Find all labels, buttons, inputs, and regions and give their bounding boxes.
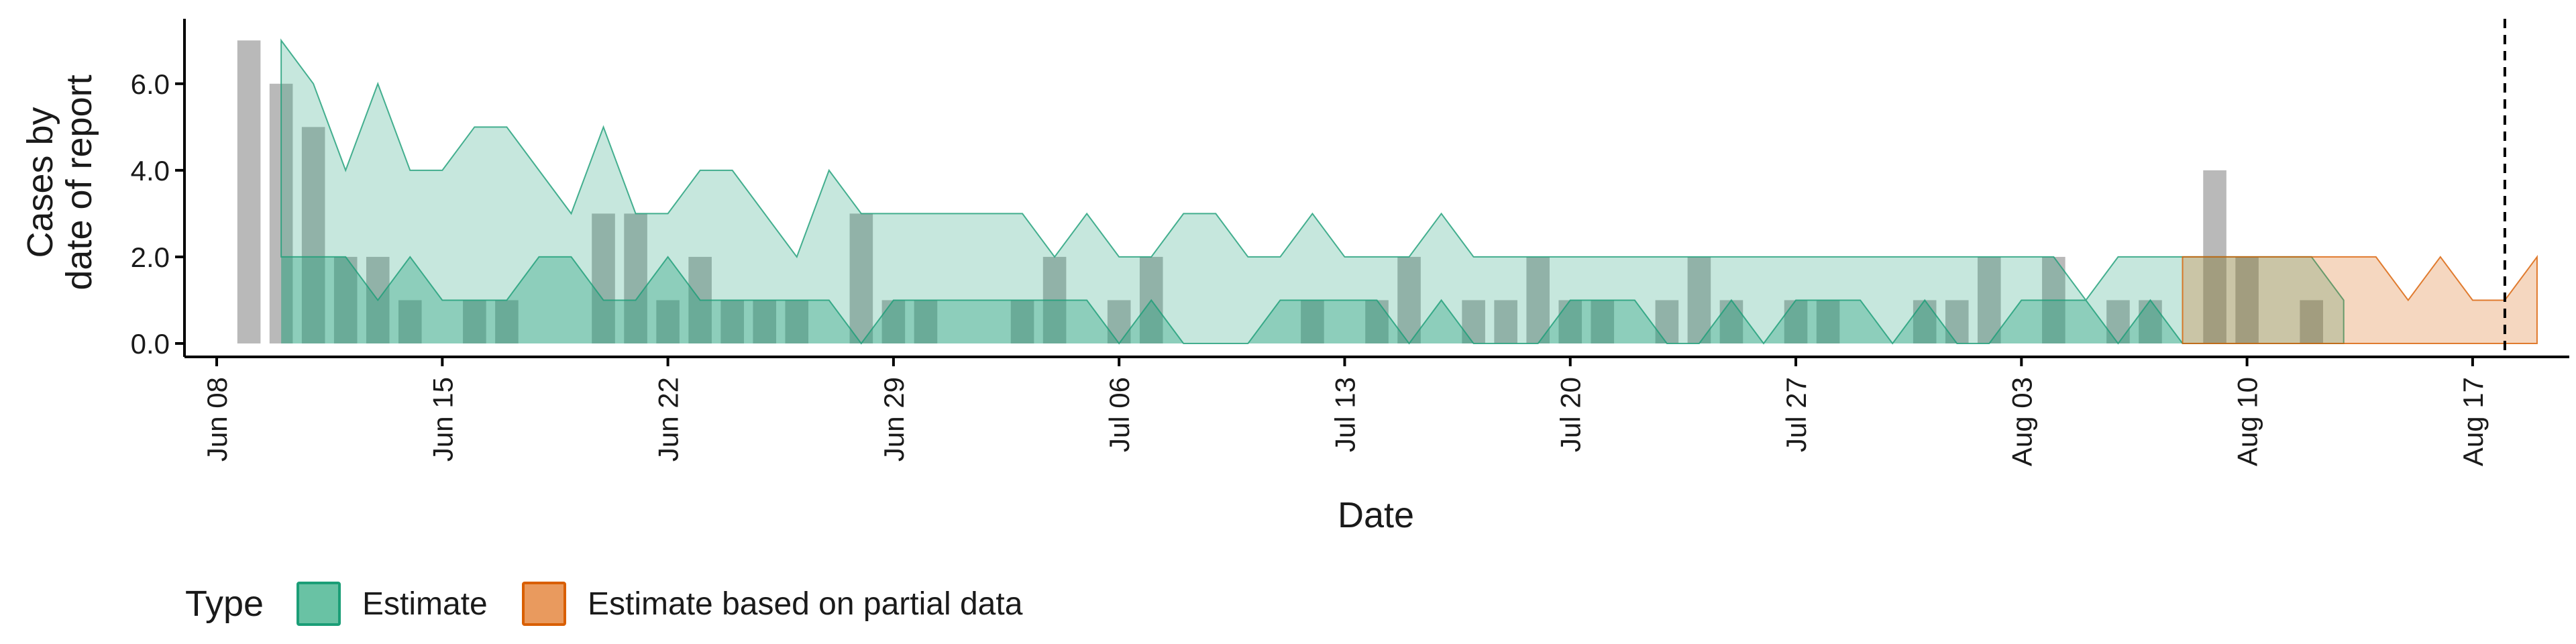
reported-case-bar [1526,256,1550,343]
axes: 0.0 2.0 4.0 6.0 Jun 08 Jun 15 Jun 22 Jun 29 Jul… [131,19,2569,466]
legend-label-partial: Estimate based on partial data [588,586,1023,622]
x-tick-label: Jul 06 [1104,377,1135,452]
plot-area [237,19,2538,357]
reported-case-bar [849,213,873,343]
y-axis-title-line-2: date of report [59,74,99,290]
y-tick-label: 4.0 [131,155,170,186]
estimate-ribbon-inner [281,256,2344,343]
reported-case-bar [1494,300,1517,343]
y-tick-label: 2.0 [131,241,170,273]
legend: Type Estimate Estimate based on partial … [185,582,1023,626]
x-tick-label: Jun 15 [427,377,458,462]
partial-estimate-ribbon-outer [2182,254,2538,344]
y-axis-title-line-1: Cases by [20,107,60,258]
reported-case-bar [237,40,261,344]
reported-case-bar [1397,256,1421,343]
legend-key-partial [522,582,566,626]
x-tick-label: Aug 17 [2457,377,2489,466]
reported-case-bar [2300,300,2323,343]
x-axis-title: Date [1338,495,1414,535]
x-tick-label: Jun 22 [653,377,684,462]
x-tick-label: Jul 13 [1329,377,1360,452]
x-tick-label: Aug 03 [2006,377,2037,466]
x-tick-label: Aug 10 [2232,377,2263,466]
reported-case-bar [1687,256,1711,343]
reported-case-bar [2235,256,2259,343]
x-tick-label: Jun 29 [878,377,910,462]
x-tick-label: Jun 08 [201,377,233,462]
reported-case-bar [1977,256,2001,343]
x-tick-label: Jul 20 [1555,377,1587,452]
legend-label-estimate: Estimate [362,586,488,622]
legend-title: Type [185,584,264,624]
y-axis-title: Cases by date of report [20,74,99,290]
y-tick-label: 6.0 [131,68,170,100]
y-tick-label: 0.0 [131,328,170,360]
y-axis-ticks: 0.0 2.0 4.0 6.0 [131,68,184,360]
x-tick-label: Jul 27 [1780,377,1812,452]
estimate-ribbons [280,38,2538,345]
legend-key-estimate [297,582,341,626]
x-axis-ticks: Jun 08 Jun 15 Jun 22 Jun 29 Jul 06 Jul 13 Jul … [201,357,2489,466]
